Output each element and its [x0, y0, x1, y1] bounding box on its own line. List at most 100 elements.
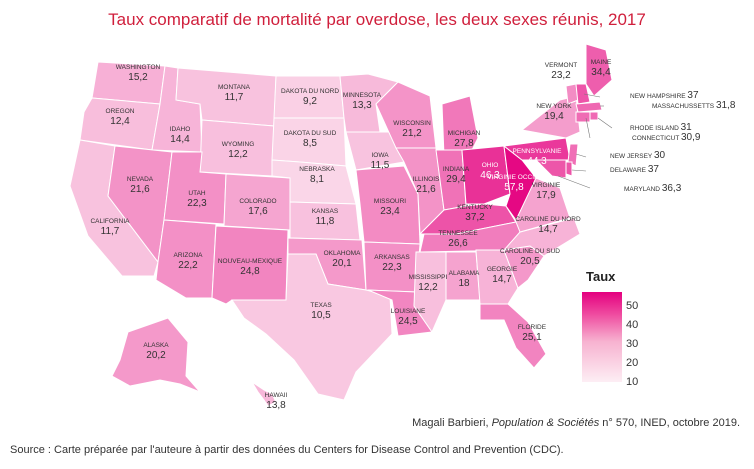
state-value-wisconsin: 21,2	[402, 128, 422, 139]
state-name-nouveau-mexique: NOUVEAU-MEXIQUE	[218, 258, 283, 265]
state-label-new-hampshire: NEW HAMPSHIRE 37	[630, 90, 699, 101]
legend-tick: 50	[626, 300, 639, 312]
state-name-ohio: OHIO	[482, 162, 499, 169]
state-value-wyoming: 12,2	[228, 149, 248, 160]
legend-title: Taux	[586, 269, 616, 284]
state-name-minnesota: MINNESOTA	[343, 92, 382, 99]
state-name-dakota-du-sud: DAKOTA DU SUD	[284, 130, 337, 137]
state-name-nebraska: NEBRASKA	[299, 166, 335, 173]
state-nouveau-mexique	[211, 225, 289, 305]
state-value: 30	[654, 150, 666, 161]
leader-line-rhode-island	[597, 117, 613, 129]
state-value-arkansas: 22,3	[382, 262, 402, 273]
state-name-washington: WASHINGTON	[116, 64, 161, 71]
state-michigan	[441, 95, 479, 159]
leader-line-connecticut	[585, 117, 591, 139]
state-value-kansas: 11,8	[316, 216, 335, 227]
state-name-maine: MAINE	[591, 59, 612, 66]
state-value-louisiane: 24,5	[398, 316, 418, 327]
state-value: 37	[648, 164, 660, 175]
legend-tick: 30	[626, 338, 639, 350]
state-value-virginie-occid: 57,8	[504, 182, 524, 193]
state-value-iowa: 11,5	[371, 160, 390, 171]
state-value-minnesota: 13,3	[352, 100, 372, 111]
state-name-utah: UTAH	[188, 190, 206, 197]
state-name-vermont: VERMONT	[545, 62, 578, 69]
credit-author: Magali Barbieri,	[412, 417, 492, 429]
state-name: DELAWARE	[610, 167, 648, 174]
state-label-delaware: DELAWARE 37	[610, 164, 659, 175]
state-floride	[479, 303, 547, 369]
state-name-wyoming: WYOMING	[222, 141, 255, 148]
state-delaware	[565, 161, 573, 177]
state-value-washington: 15,2	[128, 72, 148, 83]
state-value-nebraska: 8,1	[310, 174, 324, 185]
state-new-jersey	[567, 143, 579, 167]
state-value-montana: 11,7	[225, 92, 244, 103]
state-name-texas: TEXAS	[310, 302, 332, 309]
state-name-california: CALIFORNIA	[90, 218, 130, 225]
state-name-dakota-du-nord: DAKOTA DU NORD	[281, 88, 339, 95]
state-arizona	[155, 219, 217, 299]
state-name-kentucky: KENTUCKY	[457, 204, 493, 211]
leader-line-new-hampshire	[583, 93, 601, 98]
state-value-texas: 10,5	[311, 310, 331, 321]
state-name-oregon: OREGON	[106, 108, 135, 115]
leader-line-delaware	[571, 169, 587, 172]
state-value-pennsylvanie: 44,3	[527, 156, 547, 167]
state-name-tennessee: TENNESSEE	[438, 230, 478, 237]
state-name-mississippi: MISSISSIPPI	[409, 274, 448, 281]
state-georgie	[475, 249, 519, 305]
state-name-missouri: MISSOURI	[374, 198, 406, 205]
state-alaska	[111, 317, 201, 393]
state-minnesota	[339, 73, 399, 133]
state-value-caroline-du-nord: 14,7	[538, 224, 558, 235]
state-value-dakota-du-sud: 8,5	[303, 138, 317, 149]
state-name-virginie-occid: VIRGINIE OCCID.	[487, 174, 540, 181]
state-name-caroline-du-sud: CAROLINE DU SUD	[500, 248, 560, 255]
state-name-floride: FLORIDE	[518, 324, 547, 331]
state-name-caroline-du-nord: CAROLINE DU NORD	[515, 216, 581, 223]
state-name: MASSACHUSSETTS	[652, 103, 716, 110]
state-name-michigan: MICHIGAN	[448, 130, 481, 137]
legend-color-bar	[582, 292, 622, 382]
state-name: RHODE ISLAND	[630, 125, 681, 132]
state-name-virginie: VIRGINIE	[532, 182, 561, 189]
state-oregon	[79, 97, 161, 151]
state-value-vermont: 23,2	[551, 70, 571, 81]
state-value-arizona: 22,2	[178, 260, 198, 271]
legend-tick: 10	[626, 376, 639, 388]
state-name-georgie: GEORGIE	[487, 266, 518, 273]
state-value-utah: 22,3	[187, 198, 207, 209]
state-name-iowa: IOWA	[371, 152, 389, 159]
state-value-dakota-du-nord: 9,2	[303, 96, 317, 107]
state-value: 36,3	[662, 183, 682, 194]
state-label-connecticut: CONNECTICUT 30,9	[632, 132, 701, 143]
state-value-oregon: 12,4	[110, 116, 130, 127]
state-mississippi	[413, 251, 447, 334]
state-name-oklahoma: OKLAHOMA	[324, 250, 362, 257]
state-texas	[231, 253, 393, 401]
state-name-wisconsin: WISCONSIN	[393, 120, 431, 127]
state-name-nevada: NEVADA	[127, 176, 154, 183]
state-value-idaho: 14,4	[170, 134, 190, 145]
state-new-hampshire	[575, 83, 591, 105]
state-value-nevada: 21,6	[130, 184, 150, 195]
state-label-rhode-island: RHODE ISLAND 31	[630, 122, 692, 133]
state-value-virginie: 17,9	[536, 190, 556, 201]
state-label-maryland: MARYLAND 36,3	[624, 183, 682, 194]
state-value: 31,8	[716, 100, 736, 111]
state-name-alabama: ALABAMA	[449, 270, 480, 277]
credit-line: Magali Barbieri, Population & Sociétés n…	[412, 417, 740, 429]
state-value-oklahoma: 20,1	[332, 258, 352, 269]
state-name-indiana: INDIANA	[443, 166, 470, 173]
state-name: NEW JERSEY	[610, 153, 654, 160]
state-value: 37	[687, 90, 699, 101]
state-ohio	[461, 145, 511, 205]
state-name-idaho: IDAHO	[170, 126, 191, 133]
state-name-arizona: ARIZONA	[174, 252, 204, 259]
state-value-floride: 25,1	[522, 332, 542, 343]
state-maine	[585, 43, 613, 97]
